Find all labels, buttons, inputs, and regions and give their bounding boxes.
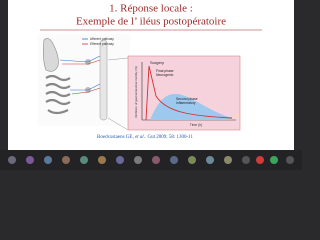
participant[interactable] xyxy=(8,156,16,164)
citation-part: . Gut 2009; 58: 1300-11 xyxy=(145,135,194,140)
afferent-path xyxy=(59,55,101,91)
spinal-cord xyxy=(99,39,108,121)
stomach xyxy=(43,38,59,72)
control-button[interactable] xyxy=(286,156,294,164)
control-button[interactable] xyxy=(242,156,250,164)
chart-label: Neurogenic xyxy=(156,73,174,77)
anatomy-diagram: Afferent pathway Efferent pathway xyxy=(38,34,130,126)
participant[interactable] xyxy=(62,156,70,164)
toolbar xyxy=(0,150,302,170)
chart-label: Inflammatory xyxy=(176,101,196,105)
chart-label: Final phase xyxy=(156,69,174,73)
inflammatory-area xyxy=(150,93,232,120)
efferent-path xyxy=(62,59,101,95)
participant[interactable] xyxy=(224,156,232,164)
zoom-lines xyxy=(107,57,129,131)
legend-label: Afferent pathway xyxy=(90,37,114,41)
slide-subtitle: Exemple de l’ iléus postopératoire xyxy=(76,16,226,28)
chart-label: Second phase xyxy=(176,97,198,101)
participant-bar xyxy=(0,150,302,170)
citation-part: Boeckxstaens GE, xyxy=(97,135,135,140)
participant[interactable] xyxy=(80,156,88,164)
citation-part: et al. xyxy=(135,135,145,140)
screen: 1. Réponse locale : Exemple de l’ iléus … xyxy=(0,0,302,170)
participant[interactable] xyxy=(152,156,160,164)
motility-chart: Inhibition of gastrointestinal motility … xyxy=(127,55,241,131)
neurogenic-curve xyxy=(145,65,233,121)
chart-label: Surgery xyxy=(150,60,164,65)
x-axis-label: Time (h) xyxy=(190,123,203,127)
citation: Boeckxstaens GE, et al.. Gut 2009; 58: 1… xyxy=(97,135,193,140)
participant[interactable] xyxy=(116,156,124,164)
slide-title: 1. Réponse locale : xyxy=(109,3,193,15)
participant[interactable] xyxy=(134,156,142,164)
participant[interactable] xyxy=(206,156,214,164)
control-button[interactable] xyxy=(270,156,278,164)
participant[interactable] xyxy=(98,156,106,164)
participant[interactable] xyxy=(188,156,196,164)
control-button[interactable] xyxy=(256,156,264,164)
participant[interactable] xyxy=(26,156,34,164)
y-axis-label: Inhibition of gastrointestinal motility … xyxy=(134,66,138,118)
intestine xyxy=(45,74,71,115)
participant[interactable] xyxy=(170,156,178,164)
participant[interactable] xyxy=(44,156,52,164)
legend-label: Efferent pathway xyxy=(90,42,114,46)
